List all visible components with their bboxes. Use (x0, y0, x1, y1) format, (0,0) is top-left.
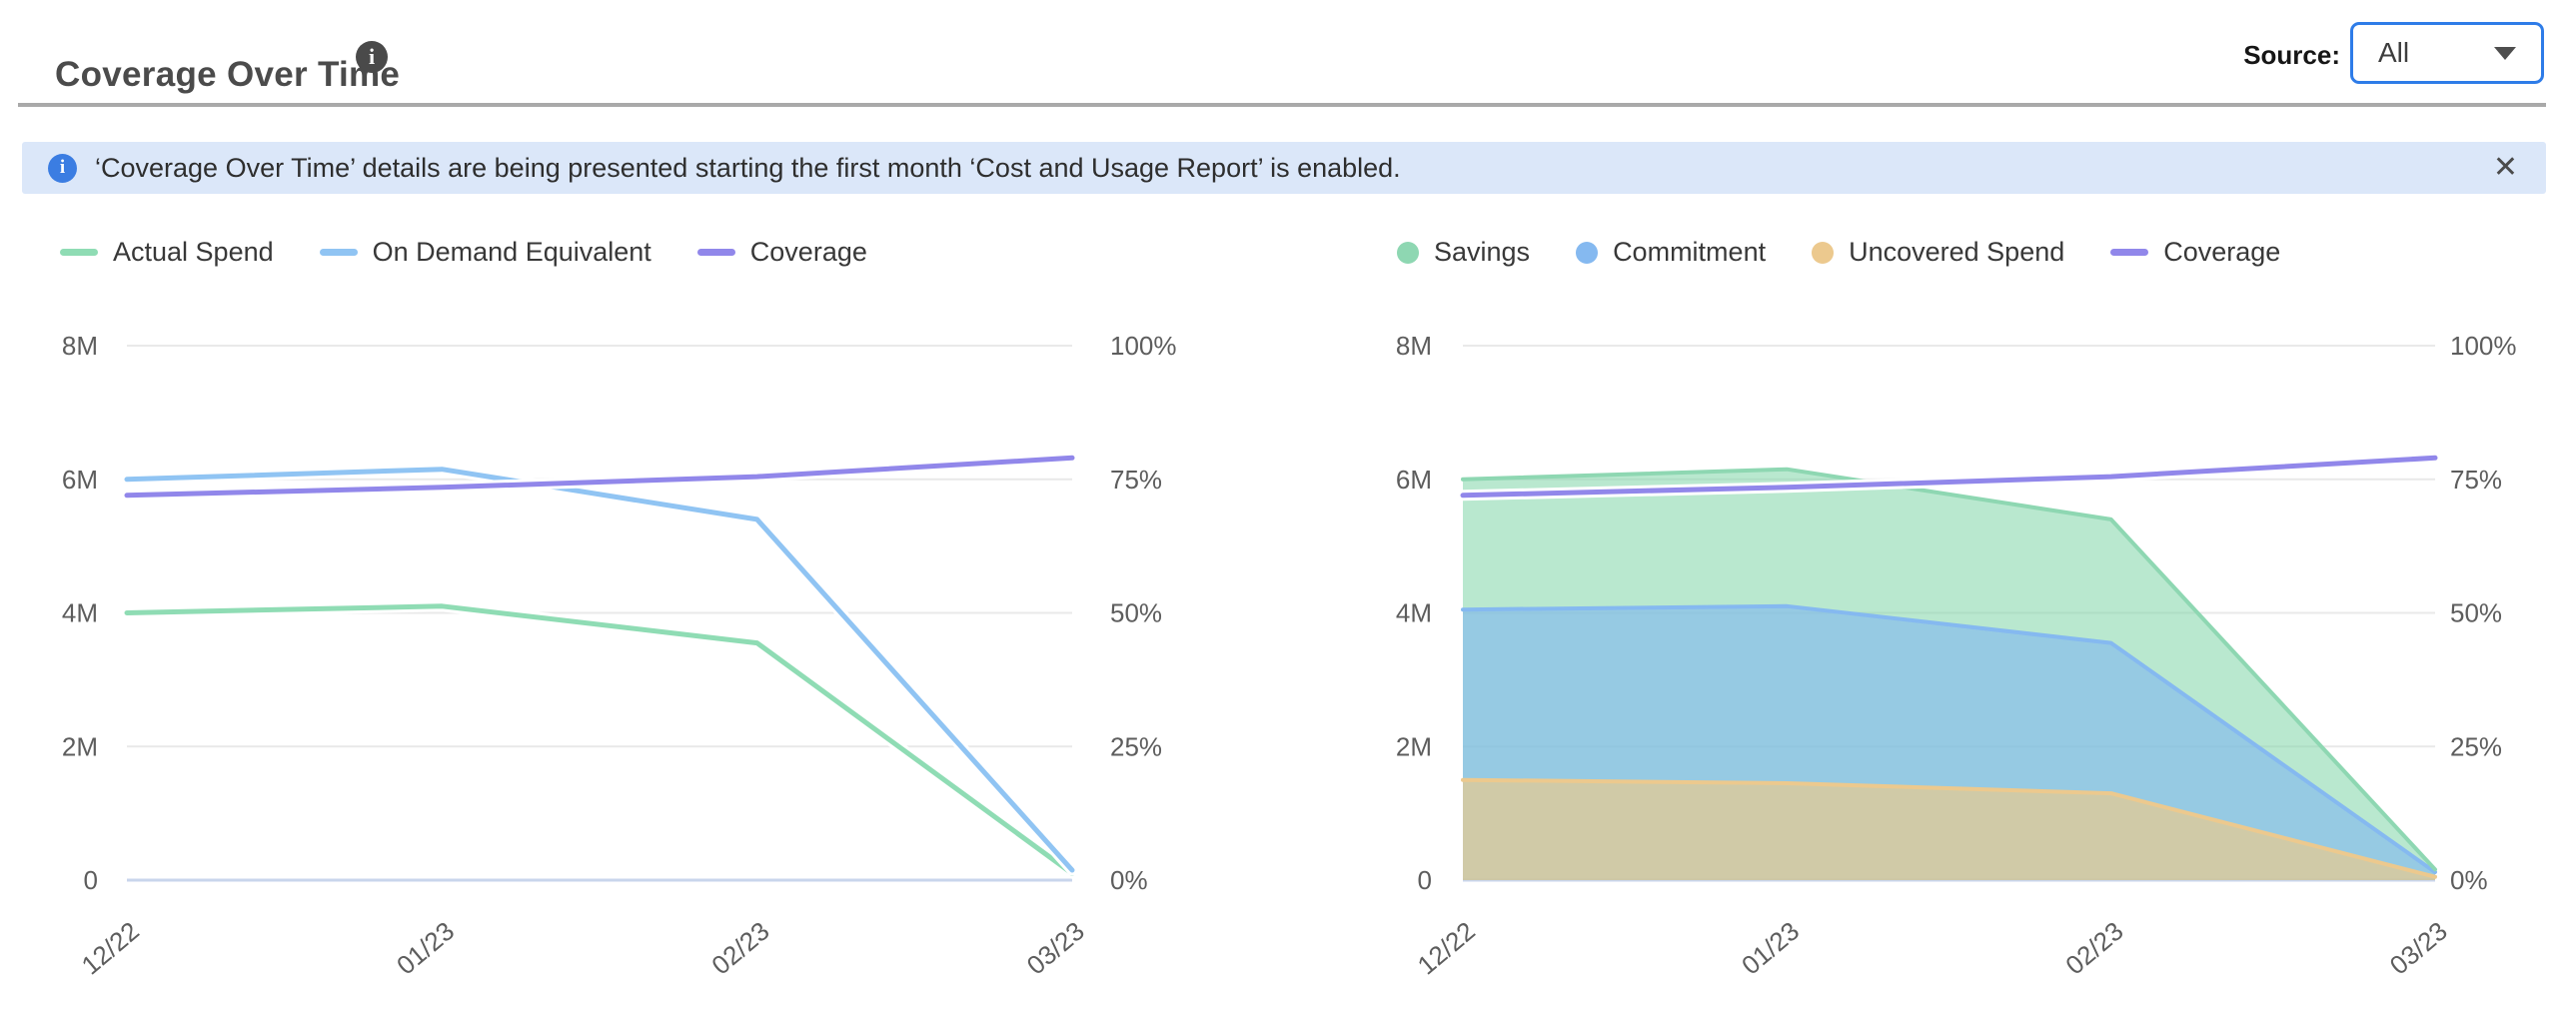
y-left-tick: 8M (62, 331, 98, 361)
legend-item-savings[interactable]: Savings (1397, 237, 1530, 268)
chevron-down-icon (2494, 46, 2516, 60)
legend-item-commitment[interactable]: Commitment (1576, 237, 1766, 268)
savings-swatch (1397, 241, 1419, 264)
area-savings-edge (1461, 467, 2437, 872)
y-right-tick: 50% (1110, 598, 1162, 628)
coverage-line-chart[interactable]: 8M 100% 6M 75% 4M 50% 2M 25% 0 0% 12/22 01/23 02/23 0… (0, 300, 1239, 1004)
y-right-tick: 100% (2450, 331, 2517, 361)
y-left-tick: 0 (84, 865, 98, 895)
series-coverage-line (124, 455, 1075, 499)
banner-text: ‘Coverage Over Time’ details are being p… (95, 152, 1401, 183)
series-on-demand-equivalent-line (124, 467, 1075, 873)
x-tick: 01/23 (391, 916, 460, 981)
area-uncovered-spend-fill (1463, 779, 2435, 880)
area-commitment-edge (1461, 603, 2437, 874)
legend-item-actual-spend[interactable]: Actual Spend (60, 237, 274, 268)
y-right-tick: 50% (2450, 598, 2502, 628)
legend-label: Uncovered Spend (1849, 237, 2065, 267)
on-demand-equivalent-swatch (319, 249, 358, 256)
banner-info-icon: i (48, 153, 77, 183)
y-right-tick: 0% (1110, 865, 1148, 895)
legend-label: On Demand Equivalent (372, 237, 651, 267)
area-chart-svg: 8M 100% 6M 75% 4M 50% 2M 25% 0 0% 12/22 01/23 02/23 0… (1396, 331, 2517, 981)
y-left-tick: 2M (1396, 731, 1432, 761)
legend-label: Coverage (2163, 237, 2281, 267)
x-tick: 01/23 (1736, 916, 1805, 981)
y-left-tick: 4M (1396, 598, 1432, 628)
actual-spend-swatch (60, 249, 98, 256)
y-right-tick: 25% (1110, 731, 1162, 761)
y-left-tick: 8M (1396, 331, 1432, 361)
info-icon[interactable]: i (356, 41, 388, 73)
line-chart-legend: Actual Spend On Demand Equivalent Coverage (60, 237, 867, 268)
uncovered-spend-swatch (1812, 241, 1835, 264)
axis-tick-labels: 8M 100% 6M 75% 4M 50% 2M 25% 0 0% 12/22 01/23 02/23 0… (62, 331, 1177, 980)
header-divider (18, 103, 2546, 107)
series-on-demand-equivalent-halo (121, 464, 1078, 876)
y-left-tick: 2M (62, 731, 98, 761)
source-label: Source: (2243, 40, 2340, 70)
x-tick: 12/22 (76, 916, 145, 981)
line-chart-svg: 8M 100% 6M 75% 4M 50% 2M 25% 0 0% 12/22 01/23 02/23 0… (62, 331, 1177, 980)
close-icon[interactable]: ✕ (2492, 151, 2518, 184)
coverage-swatch (696, 249, 735, 256)
y-right-tick: 0% (2450, 865, 2488, 895)
commitment-swatch (1576, 241, 1599, 264)
legend-label: Savings (1434, 237, 1531, 267)
y-right-tick: 75% (2450, 465, 2502, 495)
area-uncovered-spend-edge (1461, 777, 2437, 879)
x-tick: 02/23 (2059, 916, 2128, 981)
series-actual-spend-line (124, 603, 1075, 876)
y-left-tick: 0 (1418, 865, 1432, 895)
legend-item-coverage[interactable]: Coverage (2110, 237, 2280, 268)
y-left-tick: 6M (1396, 465, 1432, 495)
x-tick: 03/23 (2384, 916, 2453, 981)
y-right-tick: 25% (2450, 731, 2502, 761)
x-tick: 02/23 (705, 916, 774, 981)
y-left-tick: 4M (62, 598, 98, 628)
legend-label: Actual Spend (113, 237, 274, 267)
legend-item-on-demand-equivalent[interactable]: On Demand Equivalent (319, 237, 651, 268)
x-tick: 03/23 (1021, 916, 1090, 981)
coverage-swatch (2110, 249, 2149, 256)
series-coverage-line (1460, 455, 2438, 499)
coverage-area-chart[interactable]: 8M 100% 6M 75% 4M 50% 2M 25% 0 0% 12/22 01/23 02/23 0… (1329, 300, 2576, 1004)
page-title: Coverage Over Time (55, 55, 401, 95)
legend-item-coverage[interactable]: Coverage (696, 237, 867, 268)
info-banner: i ‘Coverage Over Time’ details are being… (22, 142, 2546, 194)
source-dropdown-value: All (2378, 37, 2410, 68)
legend-label: Commitment (1613, 237, 1767, 267)
x-tick: 12/22 (1412, 916, 1481, 981)
legend-label: Coverage (749, 237, 867, 267)
area-chart-legend: Savings Commitment Uncovered Spend Coverage (1397, 237, 2280, 268)
series-actual-spend-halo (121, 600, 1078, 879)
stacked-areas (1461, 467, 2437, 880)
legend-item-uncovered-spend[interactable]: Uncovered Spend (1812, 237, 2064, 268)
y-left-tick: 6M (62, 465, 98, 495)
y-right-tick: 75% (1110, 465, 1162, 495)
source-dropdown[interactable]: All (2350, 22, 2544, 84)
y-right-tick: 100% (1110, 331, 1177, 361)
